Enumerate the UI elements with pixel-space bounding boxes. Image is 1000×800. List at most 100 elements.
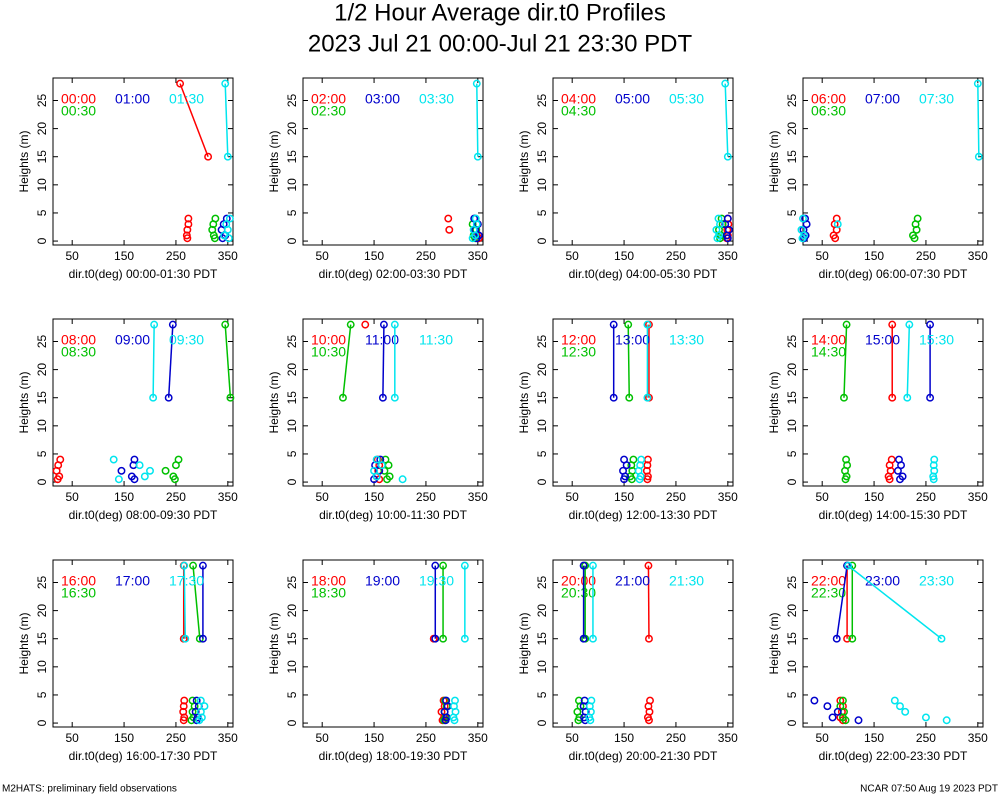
x-axis-label: dir.t0(deg) 20:00-21:30 PDT xyxy=(569,749,718,763)
legend-entry: 01:00 xyxy=(115,91,150,107)
data-point xyxy=(843,634,852,643)
y-tick-label: 5 xyxy=(535,691,549,698)
data-point xyxy=(444,214,453,223)
x-tick-label: 350 xyxy=(968,731,988,745)
data-point xyxy=(888,320,897,329)
data-point xyxy=(439,634,448,643)
y-tick-label: 25 xyxy=(535,334,549,348)
x-tick-label: 250 xyxy=(666,249,686,263)
data-point xyxy=(164,393,173,402)
profile-line xyxy=(342,324,352,398)
data-point xyxy=(838,696,847,705)
profile-line xyxy=(724,83,729,157)
data-point xyxy=(439,561,448,570)
data-point xyxy=(471,214,480,223)
data-point xyxy=(226,393,235,402)
profile-line xyxy=(167,324,174,398)
legend-entry: 17:00 xyxy=(115,573,150,589)
legend-entry: 14:30 xyxy=(811,344,846,360)
data-point xyxy=(192,696,201,705)
plot-frame xyxy=(802,318,984,487)
data-point xyxy=(114,475,123,484)
y-tick-label: 0 xyxy=(785,237,799,244)
legend-entry: 19:30 xyxy=(419,573,454,589)
plot-frame xyxy=(552,318,734,487)
y-tick-label: 5 xyxy=(35,691,49,698)
data-point xyxy=(451,696,459,705)
panel: 50 150 250 350 0 5 10 15 20 25 dir.t0(deg) 20:00-2… xyxy=(517,559,738,763)
y-tick-label: 5 xyxy=(285,691,299,698)
legend-entry: 11:30 xyxy=(419,332,453,348)
x-axis-label: dir.t0(deg) 14:00-15:30 PDT xyxy=(819,508,968,522)
data-point xyxy=(221,320,230,329)
y-tick-label: 20 xyxy=(285,122,299,136)
data-point xyxy=(180,561,189,570)
y-tick-label: 0 xyxy=(285,237,299,244)
x-tick-label: 50 xyxy=(316,490,330,504)
panel: 50 150 250 350 0 5 10 15 20 25 dir.t0(deg) 00:00-0… xyxy=(17,77,238,281)
data-point xyxy=(896,702,904,711)
x-tick-label: 150 xyxy=(114,249,134,263)
data-point xyxy=(222,220,231,229)
plot-frame xyxy=(302,318,484,487)
data-point xyxy=(913,214,922,223)
y-tick-label: 5 xyxy=(285,209,299,216)
x-tick-label: 250 xyxy=(666,731,686,745)
x-tick-label: 50 xyxy=(66,249,80,263)
y-tick-label: 5 xyxy=(35,209,49,216)
data-point xyxy=(140,472,149,481)
legend-entry: 06:00 xyxy=(811,91,846,107)
data-point xyxy=(150,320,159,329)
legend-entry: 07:30 xyxy=(919,91,954,107)
data-point xyxy=(903,393,912,402)
x-axis-label: dir.t0(deg) 10:00-11:30 PDT xyxy=(319,508,468,522)
legend-entry: 00:30 xyxy=(61,103,96,119)
plot-frame xyxy=(802,559,984,728)
data-point xyxy=(895,455,903,464)
x-tick-label: 150 xyxy=(614,490,634,504)
y-tick-label: 10 xyxy=(285,660,299,674)
data-point xyxy=(890,696,899,705)
data-point xyxy=(130,455,139,464)
profile-line xyxy=(835,565,848,639)
legend-entry: 15:30 xyxy=(919,332,954,348)
y-tick-label: 20 xyxy=(35,122,49,136)
y-tick-label: 20 xyxy=(785,363,799,377)
x-axis-label: dir.t0(deg) 18:00-19:30 PDT xyxy=(319,749,468,763)
data-point xyxy=(624,320,633,329)
data-point xyxy=(109,455,118,464)
x-tick-label: 50 xyxy=(816,731,830,745)
footer-left: M2HATS: preliminary field observations xyxy=(2,784,177,795)
y-axis-label: Heights (m) xyxy=(517,130,531,192)
profile-line xyxy=(843,324,848,398)
y-tick-label: 25 xyxy=(535,93,549,107)
y-axis-label: Heights (m) xyxy=(17,371,31,433)
y-tick-label: 0 xyxy=(35,237,49,244)
data-point xyxy=(149,393,158,402)
data-point xyxy=(832,634,841,643)
x-tick-label: 350 xyxy=(718,490,738,504)
x-tick-label: 50 xyxy=(66,490,80,504)
data-point xyxy=(588,634,597,643)
y-tick-label: 20 xyxy=(285,604,299,618)
y-tick-label: 10 xyxy=(535,178,549,192)
data-point xyxy=(184,214,193,223)
data-point xyxy=(644,561,653,570)
profile-line xyxy=(627,324,631,398)
x-axis-label: dir.t0(deg) 06:00-07:30 PDT xyxy=(819,267,968,281)
y-tick-label: 25 xyxy=(785,93,799,107)
plot-frame xyxy=(552,559,734,728)
x-tick-label: 150 xyxy=(864,249,884,263)
y-tick-label: 0 xyxy=(35,478,49,485)
profile-line xyxy=(192,565,201,639)
x-tick-label: 350 xyxy=(468,490,488,504)
y-tick-label: 0 xyxy=(35,719,49,726)
data-point xyxy=(174,455,183,464)
data-point xyxy=(833,707,842,716)
y-tick-label: 15 xyxy=(35,632,49,646)
y-axis-label: Heights (m) xyxy=(517,371,531,433)
data-point xyxy=(905,320,914,329)
x-tick-label: 50 xyxy=(566,249,580,263)
data-point xyxy=(609,320,618,329)
y-tick-label: 25 xyxy=(285,93,299,107)
